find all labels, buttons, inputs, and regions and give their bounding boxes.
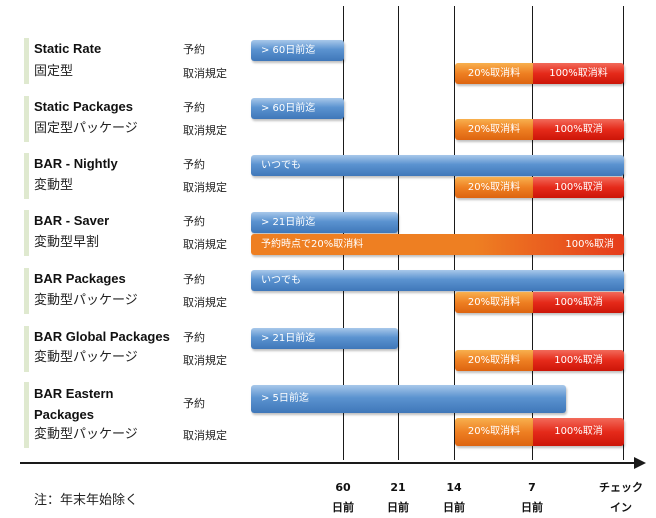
axis-arrow-icon [634, 457, 646, 469]
booking-window-bar: いつでも [251, 155, 624, 176]
tick-value: 60 [335, 481, 351, 494]
booking-window-bar: いつでも [251, 270, 624, 291]
booking-window-bar: > 21日前迄 [251, 212, 398, 233]
plan-name-en: BAR - Nightly [34, 156, 118, 171]
plan-accent [24, 153, 29, 199]
plan-name-en: Static Packages [34, 99, 134, 114]
plan-name-en-line2: Packages [34, 407, 94, 422]
cancel-fee-100-bar: 100%取消 [533, 292, 624, 313]
booking-label: 予約 [183, 215, 205, 228]
plan-name-en: Static Rate [34, 41, 102, 56]
plan-name-ja: 変動型パッケージ [34, 350, 138, 365]
tick-unit: 日前 [521, 501, 543, 514]
axis-tick-7: 7 日前 [497, 478, 567, 518]
plan-name-ja: 固定型パッケージ [34, 121, 138, 136]
plan-name-en-line1: BAR Eastern [34, 386, 114, 401]
tick-value: 7 [528, 481, 536, 494]
cancel-policy-label: 取消規定 [183, 296, 227, 309]
gridline-7-days [532, 6, 533, 460]
plan-name-en: BAR Packages [34, 271, 126, 286]
plan-name-en: BAR Global Packages [34, 329, 170, 344]
cancel-fee-20-bar: 20%取消料 [455, 418, 533, 446]
gridline-checkin [623, 6, 624, 460]
cancel-policy-label: 取消規定 [183, 354, 227, 367]
plan-accent [24, 38, 29, 84]
gridline-60-days [343, 6, 344, 460]
timeline-axis [20, 462, 636, 464]
tick-value: 14 [446, 481, 462, 494]
gridline-21-days [398, 6, 399, 460]
cancel-fee-100-bar: 100%取消 [533, 119, 624, 140]
cancel-policy-label: 取消規定 [183, 181, 227, 194]
cancel-policy-label: 取消規定 [183, 238, 227, 251]
cancel-fee-20-bar: 20%取消料 [455, 177, 533, 198]
axis-tick-checkin: チェック イン [586, 478, 656, 518]
booking-label: 予約 [183, 331, 205, 344]
booking-window-bar: > 21日前迄 [251, 328, 398, 349]
booking-label: 予約 [183, 43, 205, 56]
plan-name-en: BAR - Saver [34, 213, 110, 228]
cancel-fee-bar: 予約時点で20%取消料 100%取消 [251, 234, 624, 255]
cancel-fee-20-bar: 20%取消料 [455, 292, 533, 313]
tick-value: チェック [599, 481, 643, 494]
booking-label: 予約 [183, 101, 205, 114]
cancel-fee-20-bar: 20%取消料 [455, 119, 533, 140]
plan-name-ja: 変動型 [34, 178, 74, 193]
axis-tick-21: 21 日前 [363, 478, 433, 518]
booking-label: 予約 [183, 273, 205, 286]
cancel-fee-20-bar: 20%取消料 [455, 350, 533, 371]
plan-name-ja: 変動型パッケージ [34, 293, 138, 308]
booking-window-bar: > 60日前迄 [251, 40, 344, 61]
plan-name-ja: 変動型パッケージ [34, 427, 138, 442]
cancel-fee-100-bar: 100%取消 [533, 177, 624, 198]
plan-accent [24, 210, 29, 256]
plan-accent [24, 96, 29, 142]
plan-name-ja: 変動型早割 [34, 235, 100, 250]
cancel-fee-100-bar: 100%取消 [533, 350, 624, 371]
plan-accent [24, 268, 29, 314]
axis-tick-60: 60 日前 [308, 478, 378, 518]
booking-label: 予約 [183, 397, 205, 410]
tick-unit: イン [610, 501, 632, 514]
cancel-fee-100-bar: 100%取消料 [533, 63, 624, 84]
cancel-fee-20-bar: 20%取消料 [455, 63, 533, 84]
booking-window-bar: > 5日前迄 [251, 385, 566, 413]
tick-unit: 日前 [443, 501, 465, 514]
plan-name-ja: 固定型 [34, 64, 74, 79]
plan-accent [24, 326, 29, 372]
gridline-14-days [454, 6, 455, 460]
booking-label: 予約 [183, 158, 205, 171]
tick-value: 21 [390, 481, 406, 494]
cancel-policy-label: 取消規定 [183, 429, 227, 442]
cancel-policy-label: 取消規定 [183, 124, 227, 137]
tick-unit: 日前 [387, 501, 409, 514]
booking-window-bar: > 60日前迄 [251, 98, 344, 119]
axis-tick-14: 14 日前 [419, 478, 489, 518]
cancel-fee-100-label: 100%取消 [565, 239, 614, 250]
cancel-fee-20-label: 予約時点で20%取消料 [261, 239, 364, 250]
cancel-fee-100-bar: 100%取消 [533, 418, 624, 446]
plan-accent [24, 382, 29, 448]
cancel-policy-label: 取消規定 [183, 67, 227, 80]
footnote: 注：年末年始除く [34, 493, 139, 508]
tick-unit: 日前 [332, 501, 354, 514]
